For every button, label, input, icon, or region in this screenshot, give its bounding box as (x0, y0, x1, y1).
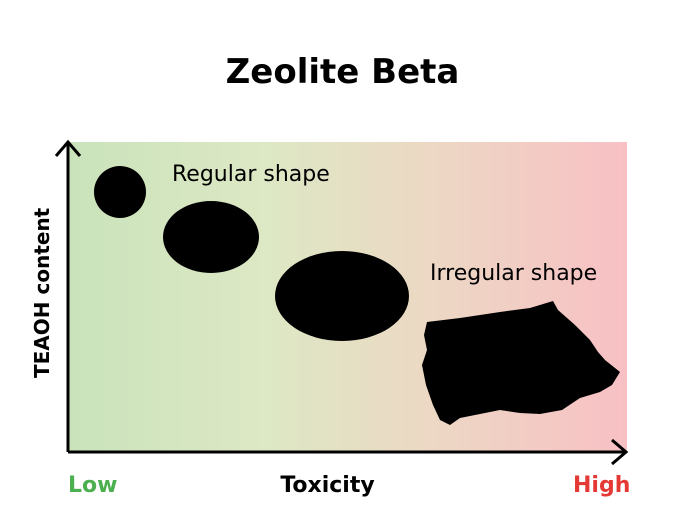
x-axis-arrow-icon (611, 438, 629, 466)
regular-shape-label: Regular shape (172, 162, 330, 187)
large-regular-particle (275, 251, 409, 341)
diagram-title: Zeolite Beta (225, 52, 460, 92)
medium-regular-particle (163, 201, 259, 273)
irregular-particle (422, 301, 620, 425)
x-low-label: Low (68, 473, 118, 498)
small-regular-particle (94, 166, 146, 218)
y-axis-label: TEAOH content (30, 207, 54, 378)
y-axis-arrow-icon (54, 139, 82, 157)
irregular-shape-label: Irregular shape (430, 261, 598, 286)
x-high-label: High (573, 473, 631, 498)
x-axis-label: Toxicity (280, 473, 375, 498)
